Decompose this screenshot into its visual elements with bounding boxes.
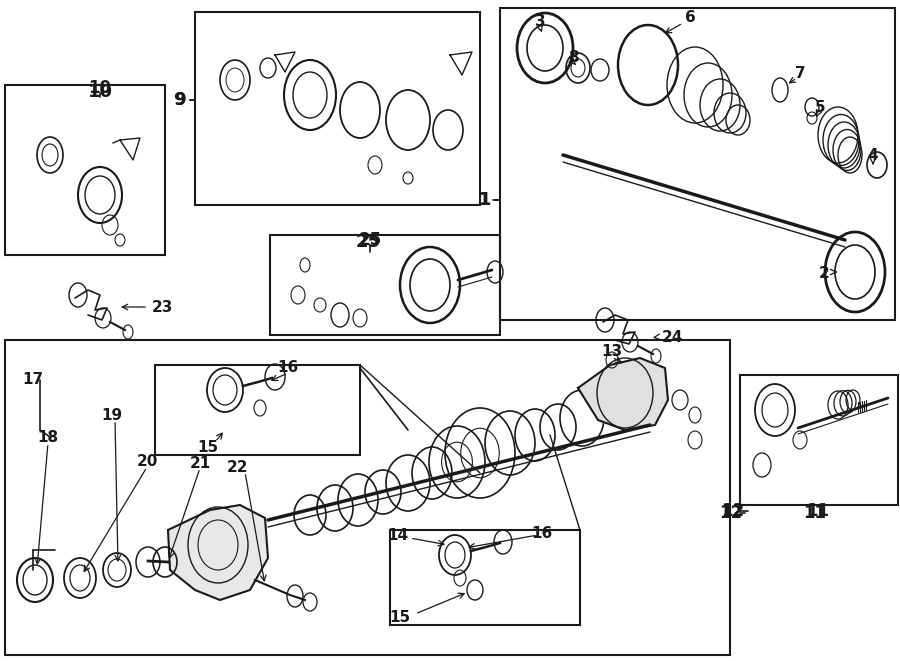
Text: 23: 23 xyxy=(152,299,174,315)
Text: 7: 7 xyxy=(795,65,806,81)
Text: 16: 16 xyxy=(531,525,553,541)
Bar xyxy=(5,85,165,255)
Bar xyxy=(500,8,895,320)
Text: 14: 14 xyxy=(387,527,409,543)
Text: 25: 25 xyxy=(358,231,382,249)
Text: 5: 5 xyxy=(814,100,825,116)
Text: 2: 2 xyxy=(819,266,830,280)
Text: 17: 17 xyxy=(22,373,43,387)
Polygon shape xyxy=(168,505,268,600)
Text: 12: 12 xyxy=(721,502,744,520)
Text: 11: 11 xyxy=(806,502,830,520)
Text: 18: 18 xyxy=(38,430,58,446)
Text: 24: 24 xyxy=(662,329,683,344)
Bar xyxy=(155,365,360,455)
Text: 20: 20 xyxy=(136,455,158,469)
Text: 4: 4 xyxy=(868,147,878,163)
Text: 10: 10 xyxy=(88,79,112,97)
Text: 11: 11 xyxy=(804,504,826,522)
Bar xyxy=(5,340,730,655)
Text: 13: 13 xyxy=(601,344,623,360)
Text: 6: 6 xyxy=(685,11,696,26)
Polygon shape xyxy=(578,358,668,430)
Text: 12: 12 xyxy=(719,504,742,522)
Text: 15: 15 xyxy=(390,609,410,625)
Text: 3: 3 xyxy=(535,15,545,30)
Text: 22: 22 xyxy=(226,459,248,475)
Text: 15: 15 xyxy=(197,440,219,455)
Text: 1: 1 xyxy=(479,191,490,209)
Bar xyxy=(390,530,580,625)
Text: 9: 9 xyxy=(175,91,186,109)
Text: 19: 19 xyxy=(102,407,122,422)
Text: 21: 21 xyxy=(189,455,211,471)
Text: 9: 9 xyxy=(174,91,186,109)
Text: 25: 25 xyxy=(356,233,381,251)
Text: 16: 16 xyxy=(277,360,299,375)
Bar xyxy=(740,375,898,505)
Text: 10: 10 xyxy=(87,83,112,101)
Text: 1: 1 xyxy=(479,191,491,209)
Bar xyxy=(270,235,500,335)
Bar xyxy=(195,12,480,205)
Text: 8: 8 xyxy=(568,50,579,65)
